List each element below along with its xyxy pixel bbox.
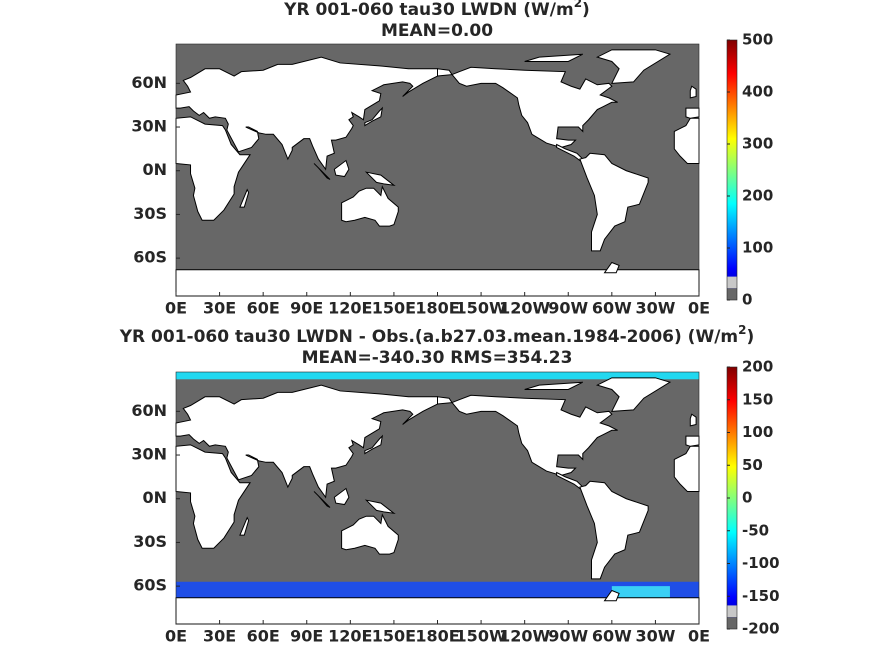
title-suffix: ): [582, 0, 590, 20]
x-tick-label: 60E: [247, 627, 280, 646]
y-tick-label: 60N: [131, 401, 167, 420]
colorbar-tick-label: -50: [742, 521, 769, 539]
x-tick-label: 120W: [499, 299, 550, 318]
x-tick-label: 150E: [372, 627, 416, 646]
x-tick-label: 150E: [372, 299, 416, 318]
title-text: YR 001-060 tau30 LWDN - Obs.(a.b27.03.me…: [119, 327, 738, 347]
panel-subtitle: MEAN=-340.30 RMS=354.23: [302, 348, 573, 368]
x-tick-label: 150W: [456, 299, 507, 318]
colorbar-light-gray: [727, 605, 737, 618]
colorbar-tick-label: 400: [742, 83, 773, 101]
colorbar-tick-label: 300: [742, 135, 773, 153]
x-tick-label: 0E: [165, 627, 187, 646]
colorbar-tick-label: -200: [742, 620, 780, 638]
colorbar-tick-label: 500: [742, 31, 773, 49]
title-text: YR 001-060 tau30 LWDN (W/m: [283, 0, 574, 20]
y-tick-label: 30N: [131, 117, 167, 136]
colorbar-tick-label: -100: [742, 554, 780, 572]
y-tick-label: 60S: [133, 248, 167, 267]
y-tick-label: 0N: [142, 160, 167, 179]
x-tick-label: 60W: [592, 627, 632, 646]
colorbar-tick-label: 100: [742, 423, 773, 441]
x-tick-label: 180E: [415, 627, 459, 646]
title-superscript: 2: [738, 323, 746, 337]
map-layer: [175, 372, 700, 625]
title-suffix: ): [747, 327, 755, 347]
x-tick-label: 120E: [328, 299, 372, 318]
colorbar-frame: [726, 39, 738, 301]
panel-subtitle: MEAN=0.00: [381, 21, 493, 41]
colorbar-tick-label: 0: [742, 291, 752, 309]
panel-title: YR 001-060 tau30 LWDN - Obs.(a.b27.03.me…: [119, 323, 755, 348]
x-tick-label: 90E: [290, 299, 323, 318]
y-tick-label: 30S: [133, 532, 167, 551]
southern-difference: [176, 581, 699, 598]
panel-title: YR 001-060 tau30 LWDN (W/m2): [283, 0, 590, 20]
x-tick-label: 90W: [548, 299, 588, 318]
colorbar-tick-label: 0: [742, 489, 752, 507]
colorbar-ramp: [727, 367, 737, 629]
y-tick-label: 30N: [131, 445, 167, 464]
weddell-difference: [611, 586, 670, 601]
colorbar-tick-label: 100: [742, 239, 773, 257]
y-tick-label: 60S: [133, 576, 167, 595]
x-tick-label: 60E: [247, 299, 280, 318]
x-tick-label: 90E: [290, 627, 323, 646]
x-tick-label: 150W: [456, 627, 507, 646]
colorbar-dark-gray: [727, 288, 737, 300]
y-tick-label: 0N: [142, 488, 167, 507]
x-tick-label: 30E: [203, 627, 236, 646]
x-tick-label: 30W: [635, 299, 675, 318]
x-tick-label: 180E: [415, 299, 459, 318]
colorbar-ramp: [727, 40, 737, 300]
x-tick-label: 0E: [688, 627, 710, 646]
x-tick-label: 120W: [499, 627, 550, 646]
x-tick-label: 60W: [592, 299, 632, 318]
x-tick-label: 0E: [165, 299, 187, 318]
y-tick-label: 30S: [133, 204, 167, 223]
colorbar-tick-label: 150: [742, 390, 773, 408]
colorbar-light-gray: [727, 276, 737, 289]
y-tick-label: 60N: [131, 73, 167, 92]
x-tick-label: 90W: [548, 627, 588, 646]
colorbar-tick-label: 200: [742, 358, 773, 376]
arctic-difference: [176, 372, 699, 380]
colorbar-tick-label: 50: [742, 456, 763, 474]
x-tick-label: 0E: [688, 299, 710, 318]
x-tick-label: 120E: [328, 627, 372, 646]
x-tick-label: 30W: [635, 627, 675, 646]
x-tick-label: 30E: [203, 299, 236, 318]
colorbar-tick-label: -150: [742, 587, 780, 605]
colorbar-dark-gray: [727, 617, 737, 629]
colorbar-tick-label: 200: [742, 187, 773, 205]
title-superscript: 2: [574, 0, 582, 10]
